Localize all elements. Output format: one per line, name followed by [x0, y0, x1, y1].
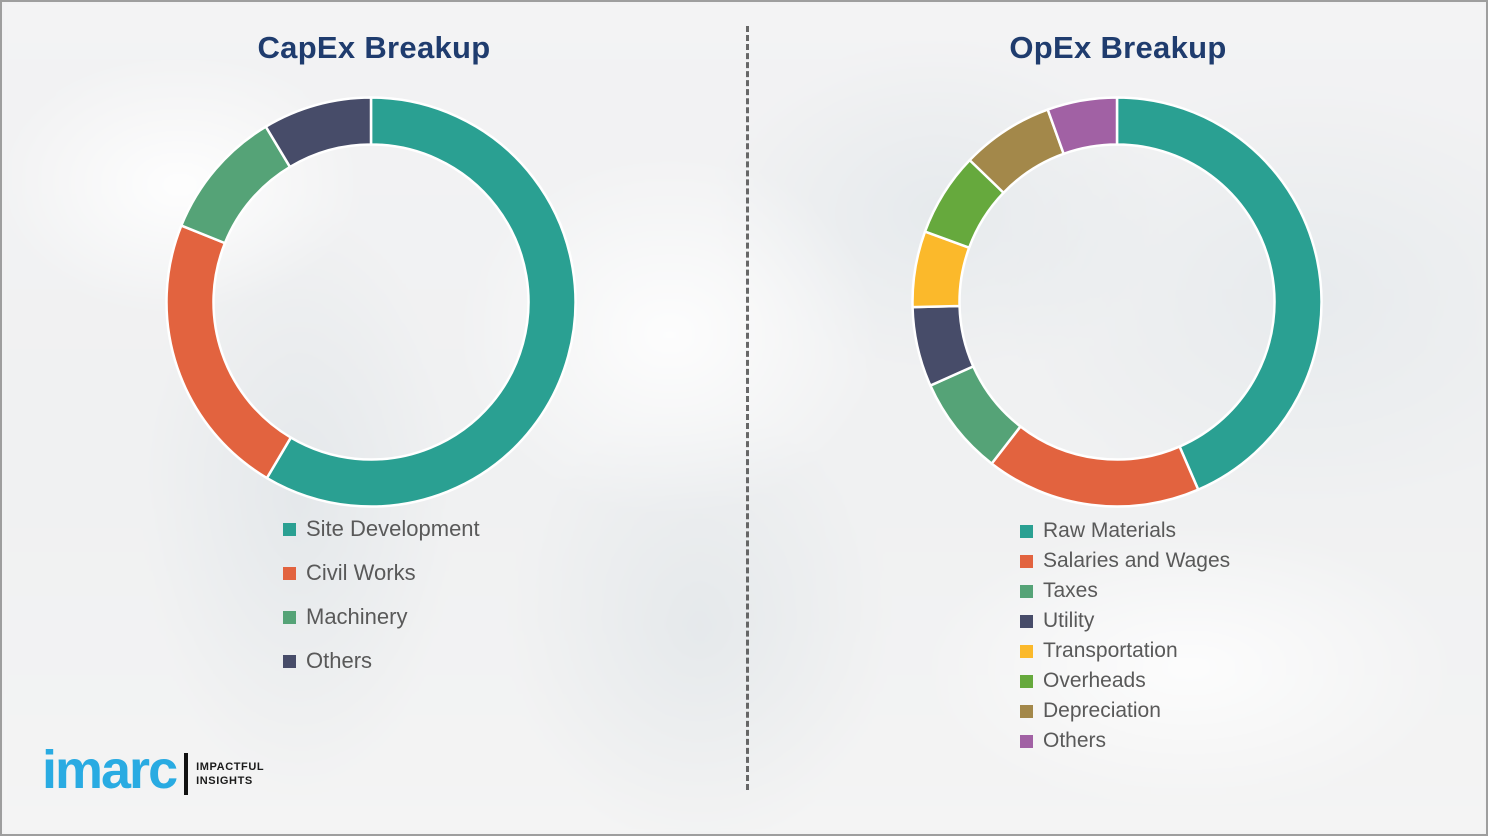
legend-swatch-icon: [1020, 614, 1033, 628]
legend-item-depreciation: Depreciation: [1020, 699, 1230, 723]
legend-label: Transportation: [1043, 639, 1178, 662]
legend-label: Others: [306, 648, 373, 673]
legend-swatch-icon: [283, 522, 296, 536]
legend-swatch-icon: [1020, 554, 1033, 568]
imarc-logo-tagline: IMPACTFUL INSIGHTS: [196, 760, 264, 788]
legend-label: Others: [1043, 729, 1107, 752]
legend-swatch-icon: [1020, 584, 1033, 598]
legend-item-transportation: Transportation: [1020, 639, 1230, 663]
imarc-tagline-line2: INSIGHTS: [196, 775, 253, 787]
legend-label: Overheads: [1043, 669, 1146, 692]
legend-item-others: Others: [283, 649, 480, 673]
legend-item-machinery: Machinery: [283, 605, 480, 629]
legend-item-utility: Utility: [1020, 609, 1230, 633]
donut-segment-site-development: [265, 96, 577, 508]
legend-item-taxes: Taxes: [1020, 579, 1230, 603]
donut-segment-salaries-and-wages: [990, 425, 1200, 508]
legend-swatch-icon: [1020, 704, 1033, 718]
legend-label: Salaries and Wages: [1043, 549, 1231, 572]
donut-segment-others: [1046, 96, 1119, 156]
imarc-logo-divider-bar: [184, 753, 189, 795]
legend-item-others: Others: [1020, 729, 1230, 753]
legend-label: Utility: [1043, 609, 1095, 632]
legend-item-overheads: Overheads: [1020, 669, 1230, 693]
legend-swatch-icon: [1020, 734, 1033, 748]
legend-label: Raw Materials: [1043, 519, 1177, 542]
legend-swatch-icon: [1020, 524, 1033, 538]
legend-item-site-development: Site Development: [283, 517, 480, 541]
donut-segment-machinery: [180, 125, 292, 245]
capex-title: CapEx Breakup: [257, 30, 491, 65]
donut-segment-others: [264, 96, 373, 169]
legend-swatch-icon: [283, 610, 296, 624]
imarc-tagline-line1: IMPACTFUL: [196, 761, 265, 773]
legend-swatch-icon: [1020, 644, 1033, 658]
legend-item-civil-works: Civil Works: [283, 561, 480, 585]
legend-label: Civil Works: [306, 560, 416, 585]
opex-panel: OpEx Breakup Raw Materials Salaries and W…: [746, 2, 1486, 834]
legend-swatch-icon: [1020, 674, 1033, 688]
legend-label: Site Development: [306, 516, 480, 541]
opex-legend: Raw Materials Salaries and Wages Taxes Util…: [1020, 519, 1230, 759]
legend-label: Depreciation: [1043, 699, 1161, 722]
legend-swatch-icon: [283, 566, 296, 580]
opex-title: OpEx Breakup: [1009, 30, 1227, 65]
legend-swatch-icon: [283, 654, 296, 668]
legend-item-raw-materials: Raw Materials: [1020, 519, 1230, 543]
opex-donut-chart: [911, 96, 1323, 508]
legend-label: Taxes: [1043, 579, 1098, 602]
donut-segment-civil-works: [165, 224, 293, 480]
imarc-logo-wordmark: imarc: [42, 740, 178, 800]
capex-legend: Site Development Civil Works Machinery Othe…: [283, 517, 480, 693]
legend-label: Machinery: [306, 604, 408, 629]
legend-item-salaries-and-wages: Salaries and Wages: [1020, 549, 1230, 573]
imarc-logo: imarc IMPACTFUL INSIGHTS: [42, 738, 264, 802]
donut-segment-raw-materials: [1115, 96, 1323, 491]
capex-panel: CapEx Breakup Site Development Civil Work…: [2, 2, 746, 834]
capex-donut-chart: [165, 96, 577, 508]
panel-divider-dashed-line: [746, 26, 749, 790]
